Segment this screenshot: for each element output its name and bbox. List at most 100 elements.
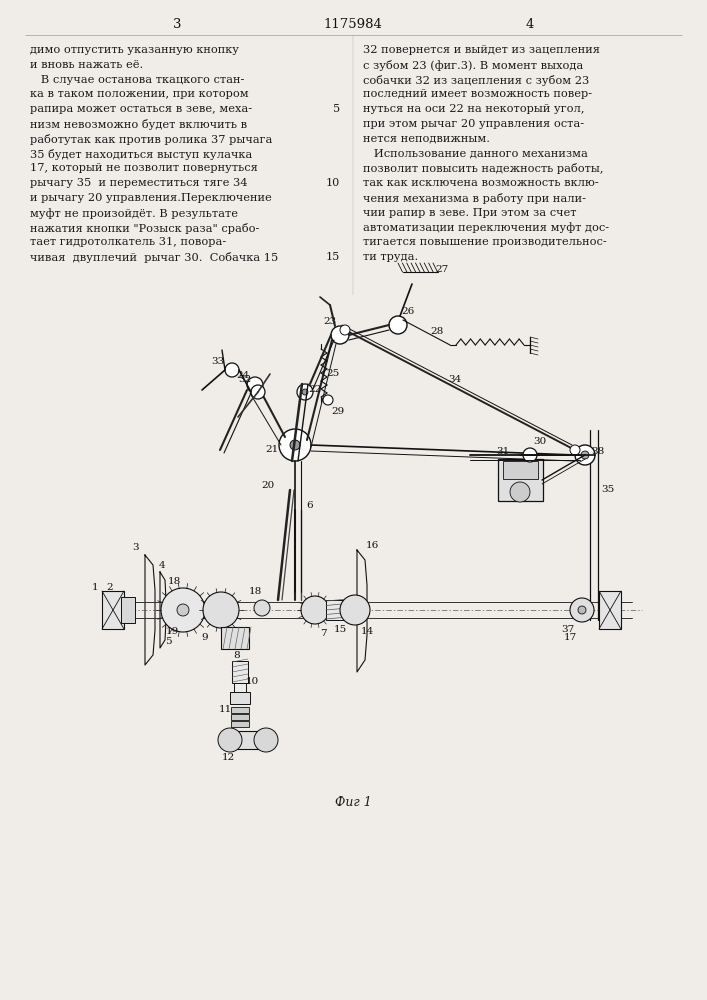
Text: 4: 4	[158, 560, 165, 570]
Bar	[232, 661, 248, 683]
Circle shape	[203, 592, 239, 628]
Text: 37: 37	[561, 626, 575, 635]
Text: 26: 26	[402, 306, 414, 316]
Circle shape	[575, 445, 595, 465]
Circle shape	[302, 389, 308, 395]
Circle shape	[570, 445, 580, 455]
Text: нуться на оси 22 на некоторый угол,: нуться на оси 22 на некоторый угол,	[363, 104, 585, 114]
Text: 10: 10	[326, 178, 340, 188]
Bar	[231, 721, 249, 727]
Text: нется неподвижным.: нется неподвижным.	[363, 134, 490, 144]
Text: 22: 22	[308, 385, 322, 394]
Text: муфт не произойдёт. В результате: муфт не произойдёт. В результате	[30, 208, 238, 219]
Text: 31: 31	[496, 448, 510, 456]
Circle shape	[340, 595, 370, 625]
Bar	[102, 591, 124, 629]
Circle shape	[297, 384, 313, 400]
Text: при этом рычаг 20 управления оста-: при этом рычаг 20 управления оста-	[363, 119, 584, 129]
Circle shape	[161, 588, 205, 632]
Text: Фиг 1: Фиг 1	[334, 796, 371, 808]
Text: 28: 28	[431, 326, 443, 336]
Bar	[231, 714, 249, 720]
Circle shape	[290, 440, 300, 450]
Text: 24: 24	[236, 370, 250, 379]
Text: 17: 17	[563, 634, 577, 643]
Text: рапира может остаться в зеве, меха-: рапира может остаться в зеве, меха-	[30, 104, 252, 114]
Text: димо отпустить указанную кнопку: димо отпустить указанную кнопку	[30, 45, 239, 55]
Text: позволит повысить надежность работы,: позволит повысить надежность работы,	[363, 163, 604, 174]
Text: 1: 1	[92, 584, 98, 592]
Text: рычагу 35  и переместиться тяге 34: рычагу 35 и переместиться тяге 34	[30, 178, 247, 188]
Bar	[221, 627, 249, 649]
Text: 5: 5	[333, 104, 340, 114]
Text: 19: 19	[165, 628, 179, 637]
Text: 3: 3	[173, 17, 181, 30]
Text: 14: 14	[361, 628, 373, 637]
Text: 27: 27	[436, 265, 449, 274]
Circle shape	[323, 395, 333, 405]
Text: нажатия кнопки "Розыск раза" срабо-: нажатия кнопки "Розыск раза" срабо-	[30, 223, 259, 234]
Text: 30: 30	[533, 436, 547, 446]
Text: 33: 33	[211, 358, 225, 366]
Text: 5: 5	[165, 638, 171, 647]
Text: В случае останова ткацкого стан-: В случае останова ткацкого стан-	[30, 75, 245, 85]
Text: Использование данного механизма: Использование данного механизма	[363, 149, 588, 159]
Text: 20: 20	[262, 481, 274, 489]
Text: 11: 11	[218, 706, 232, 714]
Text: 3: 3	[133, 544, 139, 552]
Text: и рычагу 20 управления.Переключение: и рычагу 20 управления.Переключение	[30, 193, 271, 203]
Circle shape	[331, 326, 349, 344]
Text: 34: 34	[448, 375, 462, 384]
Text: 10: 10	[245, 678, 259, 686]
Text: 25: 25	[327, 368, 339, 377]
Circle shape	[279, 429, 311, 461]
Circle shape	[523, 448, 537, 462]
Text: 35 будет находиться выступ кулачка: 35 будет находиться выступ кулачка	[30, 149, 252, 160]
Text: собачки 32 из зацепления с зубом 23: собачки 32 из зацепления с зубом 23	[363, 75, 589, 86]
Text: с зубом 23 (фиг.3). В момент выхода: с зубом 23 (фиг.3). В момент выхода	[363, 60, 583, 71]
Circle shape	[254, 600, 270, 616]
Text: автоматизации переключения муфт дос-: автоматизации переключения муфт дос-	[363, 223, 609, 233]
Circle shape	[218, 728, 242, 752]
Circle shape	[581, 451, 589, 459]
Text: и вновь нажать её.: и вновь нажать её.	[30, 60, 144, 70]
Text: последний имеет возможность повер-: последний имеет возможность повер-	[363, 89, 592, 99]
Bar	[233, 731, 263, 749]
Text: 1175984: 1175984	[324, 17, 382, 30]
Bar	[231, 707, 249, 713]
Text: 6: 6	[307, 500, 313, 510]
Bar	[498, 459, 542, 501]
Circle shape	[254, 728, 278, 752]
Text: 18: 18	[168, 578, 180, 586]
Text: чения механизма в работу при нали-: чения механизма в работу при нали-	[363, 193, 586, 204]
Bar	[599, 591, 621, 629]
Circle shape	[340, 325, 350, 335]
Bar	[326, 600, 348, 620]
Text: 32: 32	[238, 375, 252, 384]
Text: 16: 16	[366, 540, 379, 550]
Text: 21: 21	[265, 444, 279, 454]
Text: 12: 12	[221, 754, 235, 762]
Text: 4: 4	[526, 17, 534, 30]
Circle shape	[251, 385, 265, 399]
Circle shape	[578, 606, 586, 614]
Circle shape	[247, 377, 263, 393]
Text: чии рапир в зеве. При этом за счет: чии рапир в зеве. При этом за счет	[363, 208, 576, 218]
Circle shape	[570, 598, 594, 622]
Text: 35: 35	[602, 486, 614, 494]
Circle shape	[301, 596, 329, 624]
Text: низм невозможно будет включить в: низм невозможно будет включить в	[30, 119, 247, 130]
Circle shape	[177, 604, 189, 616]
Text: 29: 29	[332, 408, 344, 416]
Text: 7: 7	[320, 630, 327, 639]
Text: чивая  двуплечий  рычаг 30.  Собачка 15: чивая двуплечий рычаг 30. Собачка 15	[30, 252, 279, 263]
Text: 32 повернется и выйдет из зацепления: 32 повернется и выйдет из зацепления	[363, 45, 600, 55]
Circle shape	[225, 363, 239, 377]
Bar	[230, 692, 250, 704]
Text: 23: 23	[323, 316, 337, 326]
Text: 18: 18	[248, 587, 262, 596]
Text: 38: 38	[591, 446, 604, 456]
Text: 15: 15	[334, 626, 346, 635]
Text: тает гидротолкатель 31, повора-: тает гидротолкатель 31, повора-	[30, 237, 226, 247]
Text: 8: 8	[234, 650, 240, 660]
